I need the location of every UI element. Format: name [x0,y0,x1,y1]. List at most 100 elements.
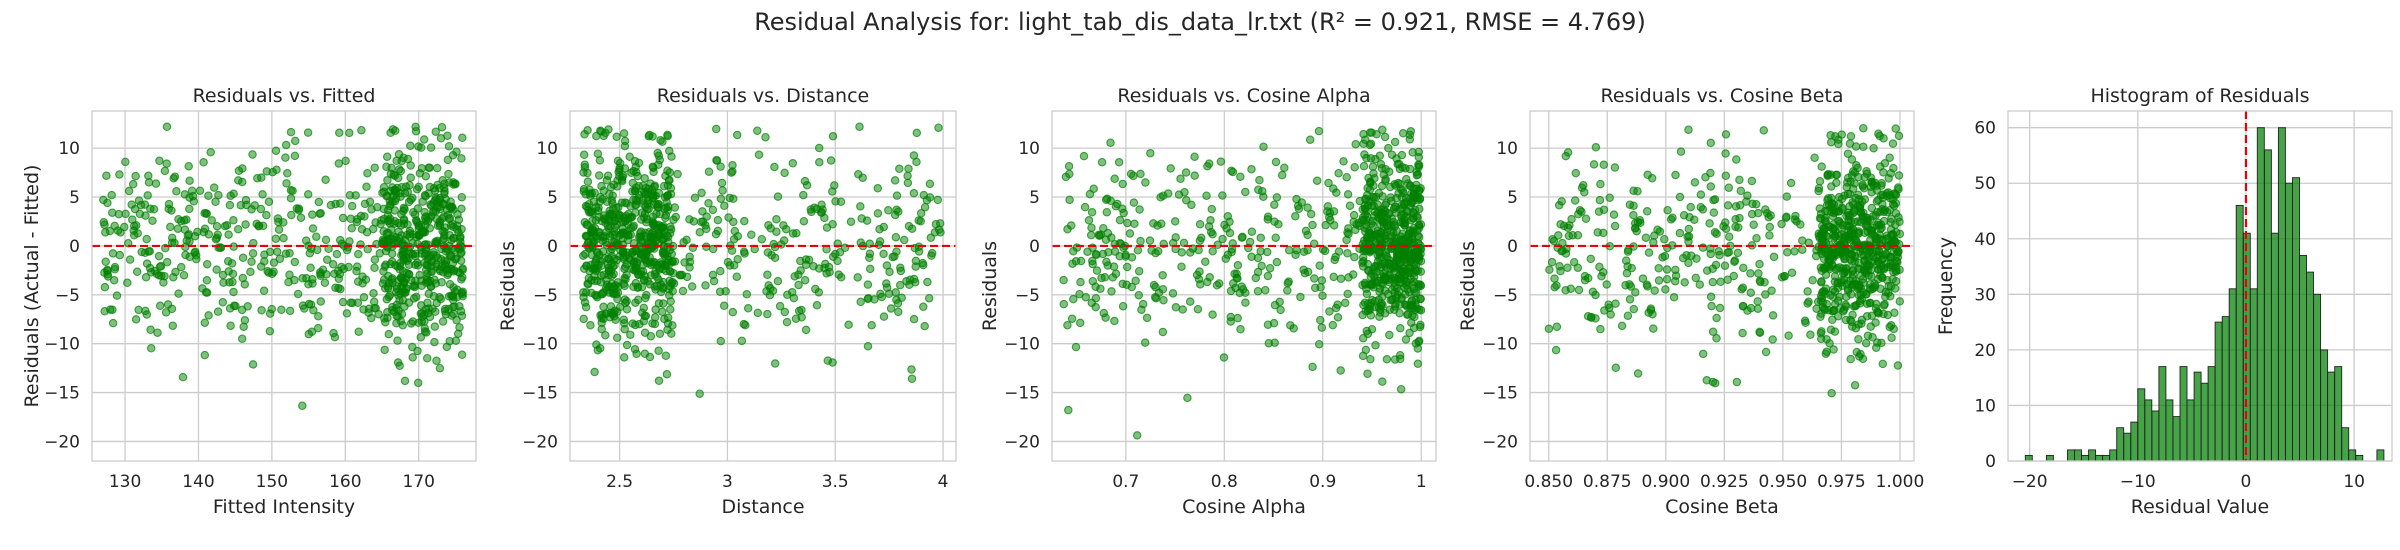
scatter-point [421,171,431,181]
x-tick-label: 4 [938,472,949,492]
x-tick-label: 140 [182,472,214,492]
scatter-point [413,378,423,388]
scatter-point [727,168,736,177]
scatter-point [608,289,618,298]
x-tick-label: 0.975 [1817,472,1866,492]
scatter-point [1364,266,1374,276]
scatter-point [1573,263,1583,272]
scatter-point [1753,297,1762,306]
scatter-point [1854,228,1864,238]
scatter-point [1344,273,1353,282]
scatter-point [626,330,635,339]
scatter-point [695,389,704,398]
scatter-point [1563,263,1572,272]
scatter-point [1855,299,1865,308]
scatter-point [262,210,271,220]
scatter-point [1390,137,1400,147]
scatter-point [1115,215,1125,225]
histogram-bar [2348,449,2357,462]
scatter-point [1846,315,1855,325]
scatter-point [646,179,655,188]
scatter-point [1134,266,1144,276]
scatter-point [1382,355,1392,364]
scatter-point [1269,318,1279,328]
scatter-point [619,353,629,362]
scatter-point [353,298,363,308]
scatter-point [783,290,792,299]
scatter-point [1368,230,1378,240]
x-tick-label: 3 [722,472,733,492]
scatter-point [400,376,410,386]
scatter-point [1080,202,1090,212]
scatter-point [452,225,462,234]
y-tick-label: −20 [1004,432,1040,452]
scatter-point [863,341,873,351]
scatter-point [740,216,749,226]
scatter-point [237,305,247,315]
scatter-point [1826,137,1836,147]
scatter-point [1097,157,1107,167]
histogram-bar [2102,454,2111,462]
scatter-point [1547,257,1557,267]
scatter-point [1208,310,1217,319]
scatter-point [1754,269,1763,278]
scatter-point [1340,298,1350,308]
scatter-point [1777,219,1786,229]
scatter-point [654,199,663,209]
scatter-point [1761,347,1771,357]
scatter-point [1317,323,1327,332]
scatter-point [1091,282,1100,291]
scatter-point [770,162,779,172]
scatter-point [1324,178,1333,188]
scatter-point [1406,127,1416,136]
scatter-point [1135,205,1144,214]
scatter-point [1878,273,1887,283]
scatter-point [1255,175,1264,185]
scatter-point [1102,207,1112,217]
scatter-point [1303,203,1312,212]
scatter-point [773,276,783,286]
scatter-point [1684,125,1693,134]
scatter-point [1852,280,1862,290]
scatter-point [1312,176,1322,185]
y-tick-label: −10 [522,335,558,355]
scatter-point [613,182,622,191]
scatter-point [1594,207,1604,216]
scatter-point [1707,301,1716,311]
scatter-point [430,337,439,347]
axes-frame [1051,110,1437,462]
scatter-point [1241,187,1250,197]
scatter-point [1401,164,1410,173]
axes-frame [569,110,957,462]
scatter-point [1743,306,1752,315]
scatter-point [444,304,453,314]
scatter-point [1573,230,1583,240]
scatter-point [226,191,235,200]
scatter-point [612,132,621,142]
scatter-point [306,263,315,273]
scatter-point [685,252,694,262]
scatter-point [919,302,928,312]
scatter-point [1271,157,1281,167]
scatter-point [330,269,339,279]
scatter-point [1350,252,1359,262]
x-tick-label: 160 [329,472,361,492]
scatter-point [779,236,789,245]
scatter-point [435,363,445,373]
scatter-point [445,213,455,223]
scatter-point [896,263,905,273]
histogram-bar [2067,449,2075,462]
scatter-point [1381,251,1391,261]
scatter-point [233,224,243,234]
scatter-point [1739,263,1748,273]
scatter-point [212,265,221,274]
scatter-point [451,179,460,188]
scatter-point [1837,130,1846,139]
scatter-point [440,227,449,237]
scatter-point [226,321,235,330]
y-tick-label: −10 [1004,335,1040,355]
scatter-point [337,262,346,272]
scatter-point [1888,139,1898,148]
y-tick-label: −20 [522,432,558,452]
scatter-point [1566,284,1576,293]
